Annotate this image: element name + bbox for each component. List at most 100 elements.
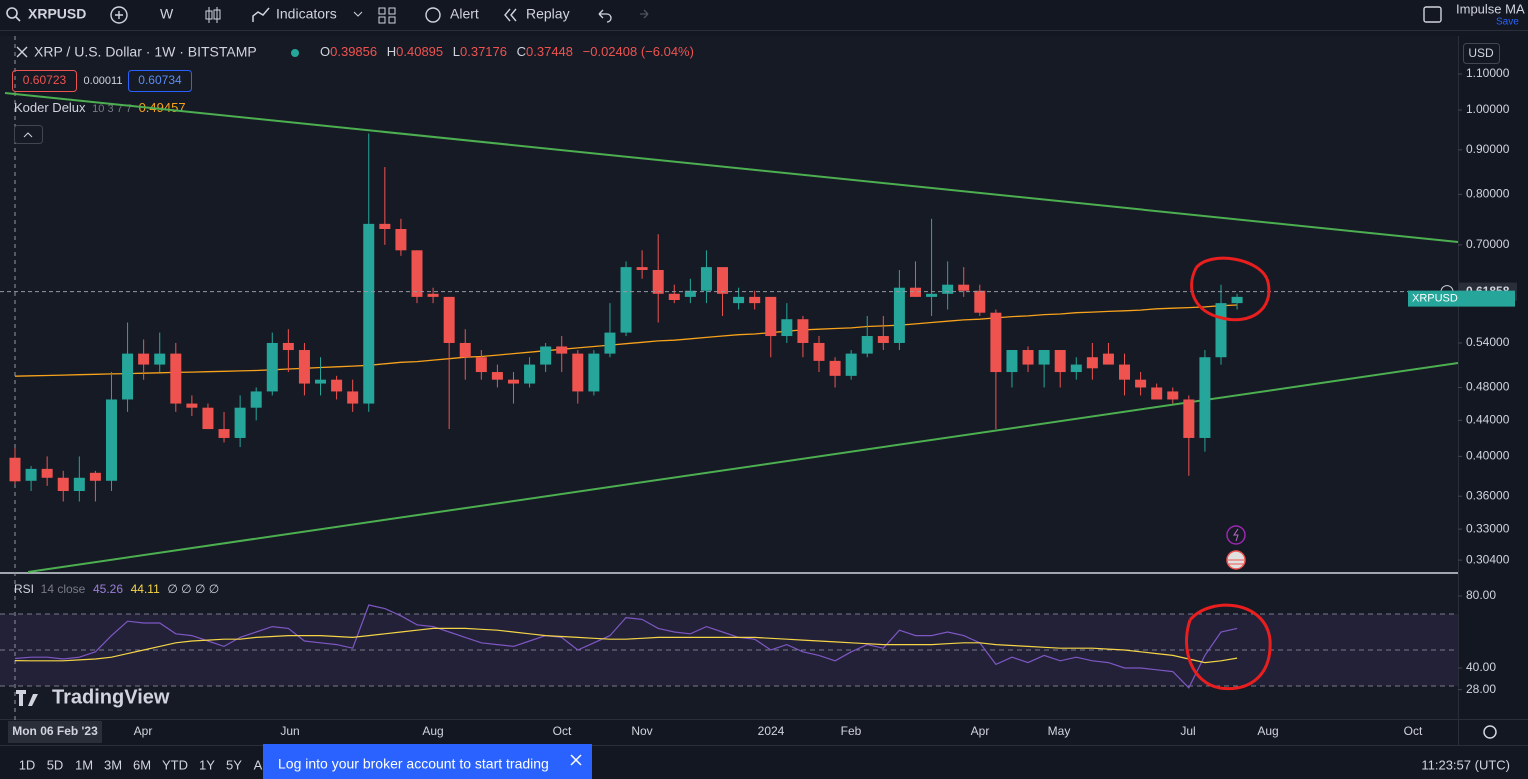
indicators-button[interactable]: Indicators bbox=[276, 6, 337, 22]
range-button[interactable]: 1M bbox=[75, 757, 93, 772]
moving-average bbox=[14, 304, 1238, 377]
y-tick-label: 0.36000 bbox=[1466, 488, 1510, 502]
redo-button[interactable] bbox=[640, 9, 649, 19]
candle-body bbox=[749, 296, 761, 304]
undo-button[interactable] bbox=[598, 9, 612, 23]
y-tick-label: 80.00 bbox=[1466, 588, 1496, 602]
compare-icon bbox=[115, 11, 123, 19]
candle-body bbox=[909, 287, 921, 297]
candle-body bbox=[861, 336, 873, 354]
symbol[interactable]: XRPUSD bbox=[28, 6, 86, 22]
event-icon[interactable] bbox=[1226, 525, 1246, 545]
compare-button[interactable] bbox=[110, 6, 128, 24]
candle-body bbox=[1167, 391, 1179, 400]
range-bar: 1D 5D 1M 3M 6M YTD 1Y 5Y A bbox=[19, 757, 263, 772]
brand: TradingView bbox=[52, 686, 170, 708]
candle-body bbox=[9, 457, 21, 482]
candle-body bbox=[363, 223, 375, 404]
x-tick-label: Jul bbox=[1180, 724, 1195, 738]
ask: 0.60734 bbox=[138, 73, 182, 87]
candle-body bbox=[443, 296, 455, 343]
indicator-legend: Koder Delux 10 3 7 7 0.49457 bbox=[14, 100, 186, 115]
range-button[interactable]: 6M bbox=[133, 757, 151, 772]
ohlc-value: 0.40895 bbox=[396, 44, 443, 59]
candle-body bbox=[1102, 353, 1114, 365]
candle-body bbox=[588, 353, 600, 392]
dropdown[interactable] bbox=[353, 11, 363, 17]
candle-body bbox=[926, 293, 938, 297]
sell-box[interactable] bbox=[12, 70, 77, 92]
indicator-value: 0.49457 bbox=[139, 100, 186, 115]
candle-body bbox=[507, 379, 519, 384]
replay-button[interactable]: Replay bbox=[526, 6, 570, 22]
layout-button[interactable] bbox=[378, 7, 396, 24]
highlight-circle[interactable] bbox=[1185, 603, 1272, 691]
ohlc-key: O bbox=[320, 44, 330, 59]
broker-banner-text: Log into your broker account to start tr… bbox=[278, 756, 549, 772]
rsi-line bbox=[14, 604, 1238, 689]
alert-button[interactable]: Alert bbox=[450, 6, 479, 22]
candle-body bbox=[491, 372, 503, 380]
buy-box[interactable] bbox=[128, 70, 192, 92]
symbol-label: XRPUSD bbox=[1412, 293, 1458, 305]
trendline[interactable] bbox=[27, 362, 1459, 573]
range-button[interactable]: 1D bbox=[19, 757, 36, 772]
candle-body bbox=[315, 379, 327, 384]
ohlc-value: 0.37448 bbox=[526, 44, 573, 59]
rsi-value: 45.26 bbox=[93, 582, 123, 596]
candle-body bbox=[1199, 357, 1211, 438]
range-button[interactable]: 5Y bbox=[226, 757, 242, 772]
range-button[interactable]: A bbox=[254, 757, 263, 772]
y-tick-label: 1.10000 bbox=[1466, 66, 1510, 80]
trendline[interactable] bbox=[4, 92, 1459, 243]
broker-banner[interactable] bbox=[263, 744, 592, 779]
candle-body bbox=[1135, 379, 1147, 388]
layout-name[interactable]: Impulse MA bbox=[1456, 1, 1525, 16]
settings-button[interactable] bbox=[1483, 725, 1497, 739]
collapse-button[interactable] bbox=[14, 125, 43, 144]
x-tick-label: Nov bbox=[631, 724, 652, 738]
x-tick-label: Jun bbox=[280, 724, 299, 738]
currency-box[interactable] bbox=[1463, 43, 1500, 64]
y-tick-label: 0.44000 bbox=[1466, 413, 1510, 427]
spread: 0.00011 bbox=[84, 75, 123, 87]
save-button[interactable]: Save bbox=[1496, 17, 1519, 28]
candle-body bbox=[331, 379, 343, 392]
price-plot: 1.10000 1.00000 0.90000 0.80000 0.70000 0.540… bbox=[0, 66, 1517, 566]
highlight-circle[interactable] bbox=[1190, 256, 1271, 322]
y-tick-label: 40.00 bbox=[1466, 660, 1496, 674]
candle-body bbox=[620, 267, 632, 333]
candle-body bbox=[411, 250, 423, 297]
banner-close[interactable] bbox=[570, 754, 582, 766]
close-icon[interactable] bbox=[16, 46, 28, 58]
y-tick-label: 0.80000 bbox=[1466, 187, 1510, 201]
range-button[interactable]: 5D bbox=[47, 757, 64, 772]
candle-body bbox=[250, 391, 262, 408]
search-icon[interactable] bbox=[6, 7, 18, 19]
fullscreen-button[interactable] bbox=[1423, 6, 1442, 23]
candle-body bbox=[765, 296, 777, 337]
symbol-label-box bbox=[1408, 290, 1515, 307]
candle-body bbox=[154, 353, 166, 365]
interval[interactable]: W bbox=[160, 6, 174, 22]
x-tick-label: Aug bbox=[1257, 724, 1278, 738]
candle-body bbox=[636, 267, 648, 270]
range-button[interactable]: 1Y bbox=[199, 757, 215, 772]
brand-logo bbox=[16, 690, 38, 706]
ohlc-legend: O0.39856 H0.40895 L0.37176 C0.37448 −0.0… bbox=[320, 44, 694, 59]
candle-body bbox=[25, 468, 37, 481]
time-axis: Mon 06 Feb '23 Apr Jun Aug Oct Nov 2024 Feb Apr M… bbox=[8, 721, 1423, 743]
range-button[interactable]: YTD bbox=[162, 757, 188, 772]
range-button[interactable]: 3M bbox=[104, 757, 122, 772]
candle-body bbox=[347, 391, 359, 404]
candle-body bbox=[1086, 357, 1098, 369]
bid: 0.60723 bbox=[23, 73, 67, 87]
chart-type-button[interactable] bbox=[205, 7, 221, 23]
candle-body bbox=[652, 269, 664, 294]
candle-body bbox=[170, 353, 182, 404]
candle-body bbox=[202, 407, 214, 430]
candle-body bbox=[540, 346, 552, 365]
y-tick-label: 0.33000 bbox=[1466, 521, 1510, 535]
